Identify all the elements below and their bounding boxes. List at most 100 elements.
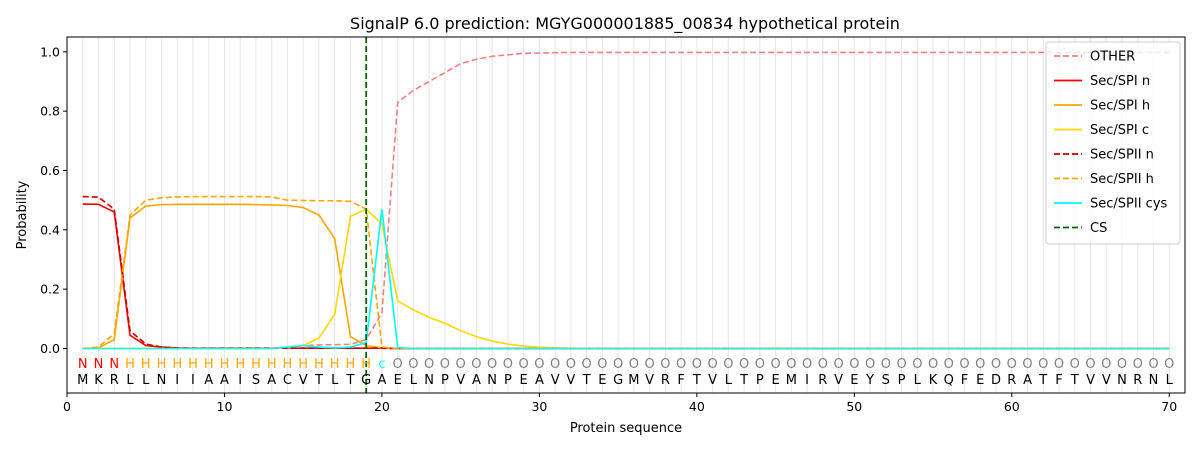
region-label: O (1070, 357, 1080, 372)
residue-letter: V (834, 373, 843, 388)
residue-letter: F (961, 373, 968, 388)
residue-letter: E (976, 373, 984, 388)
residue-letter: F (677, 373, 684, 388)
region-label: O (440, 357, 450, 372)
region-label: O (676, 357, 686, 372)
legend-label: Sec/SPII n (1090, 148, 1154, 163)
region-label: O (1117, 357, 1127, 372)
residue-letter: V (456, 373, 465, 388)
region-label: H (298, 357, 308, 372)
x-tick-label: 50 (846, 399, 862, 414)
residue-letter: P (898, 373, 906, 388)
series-line-1 (82, 203, 1170, 350)
legend-label: Sec/SPI c (1090, 123, 1149, 138)
residue-letter: I (238, 373, 242, 388)
region-label: O (519, 357, 529, 372)
region-label: O (849, 357, 859, 372)
region-label: O (534, 357, 544, 372)
residue-letter: I (191, 373, 195, 388)
residue-letter: R (818, 373, 827, 388)
region-label: O (582, 357, 592, 372)
residue-letter: I (805, 373, 809, 388)
y-axis-label: Probability (15, 180, 30, 249)
residue-letter: N (487, 373, 497, 388)
residue-letter: L (725, 373, 733, 388)
region-label: O (755, 357, 765, 372)
residue-letter: T (582, 373, 591, 388)
residue-letter: T (739, 373, 748, 388)
residue-letter: P (756, 373, 764, 388)
region-label: O (1101, 357, 1111, 372)
region-label: O (896, 357, 906, 372)
x-tick-label: 70 (1161, 399, 1177, 414)
residue-letter: A (204, 373, 213, 388)
residue-letter: M (786, 373, 797, 388)
residue-letter: K (94, 373, 103, 388)
residue-letter: L (126, 373, 134, 388)
residue-letter: S (252, 373, 260, 388)
residue-letter: N (424, 373, 434, 388)
region-label: O (739, 357, 749, 372)
y-tick-label: 0.8 (40, 104, 60, 119)
region-label: H (314, 357, 324, 372)
x-tick-label: 30 (531, 399, 547, 414)
region-label: N (94, 357, 104, 372)
region-label: O (566, 357, 576, 372)
residue-letter: F (1055, 373, 1062, 388)
region-label: c (378, 357, 385, 372)
residue-letter: K (929, 373, 938, 388)
residue-letter: Y (865, 373, 874, 388)
region-label: O (503, 357, 513, 372)
residue-letter: N (157, 373, 167, 388)
y-tick-label: 1.0 (40, 44, 60, 59)
region-label: O (991, 357, 1001, 372)
region-label: H (346, 357, 356, 372)
residue-letter: T (692, 373, 701, 388)
region-label: O (393, 357, 403, 372)
grid-layer (82, 37, 1170, 393)
region-label: O (833, 357, 843, 372)
residue-letter: E (394, 373, 402, 388)
region-label: H (361, 357, 371, 372)
region-label: H (267, 357, 277, 372)
residue-letter: Q (944, 373, 954, 388)
residue-letter: G (361, 373, 371, 388)
residue-letter: V (1086, 373, 1095, 388)
region-label: H (157, 357, 167, 372)
legend-label: Sec/SPII h (1090, 172, 1154, 187)
region-label: O (1085, 357, 1095, 372)
region-label: O (786, 357, 796, 372)
region-label: O (912, 357, 922, 372)
residue-letter: R (661, 373, 670, 388)
y-tick-label: 0.0 (40, 341, 60, 356)
residue-letter: V (645, 373, 654, 388)
ticks-layer: 0 10 20 30 40 50 60 70 0.0 0.2 0.4 0.6 0.8 1.0 (40, 44, 1177, 414)
residue-letter: A (377, 373, 386, 388)
residue-letter: V (299, 373, 308, 388)
region-label: N (78, 357, 88, 372)
region-label: O (629, 357, 639, 372)
region-label: O (408, 357, 418, 372)
residue-letter: R (1007, 373, 1016, 388)
residue-letter: D (991, 373, 1001, 388)
region-label: O (1054, 357, 1064, 372)
residue-letter: T (314, 373, 323, 388)
region-label: O (959, 357, 969, 372)
region-label: O (660, 357, 670, 372)
region-label: H (235, 357, 245, 372)
x-tick-label: 20 (374, 399, 390, 414)
residue-letter: I (175, 373, 179, 388)
region-label: H (125, 357, 135, 372)
legend-label: Sec/SPI n (1090, 74, 1150, 89)
residue-letter: P (441, 373, 449, 388)
residue-letter: S (882, 373, 890, 388)
residue-letter: A (535, 373, 544, 388)
residue-letter: V (566, 373, 575, 388)
residue-letter: P (504, 373, 512, 388)
residue-letter: A (1023, 373, 1032, 388)
x-tick-label: 0 (63, 399, 71, 414)
region-label: N (109, 357, 119, 372)
residue-letter: L (142, 373, 150, 388)
plot-frame (66, 36, 1186, 394)
residue-letter: L (1166, 373, 1174, 388)
